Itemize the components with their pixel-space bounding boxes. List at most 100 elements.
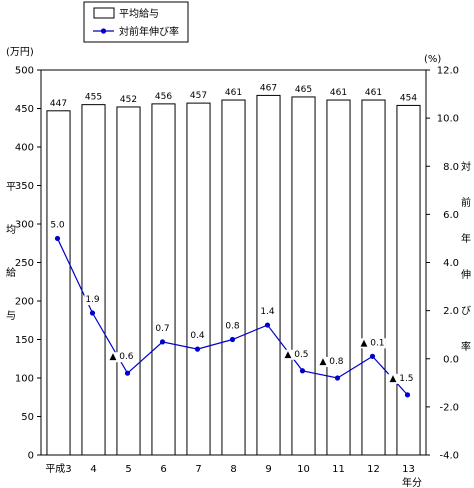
line-value-label: 1.4 [260,307,275,317]
x-axis-tick-label: 6 [160,464,166,475]
x-axis-tick-label: 10 [297,464,310,475]
right-axis-tick-label: 10.0 [437,114,459,125]
line-point [54,235,61,242]
left-axis-title: 平均給与 [6,182,16,322]
bar-value-label: 454 [400,93,417,103]
bar-value-labels: 447 455 452 456 457 461 467 465 461 461 454 [50,83,417,108]
bar-value-label: 456 [155,92,172,102]
bar-value-label: 447 [50,99,67,109]
left-axis-tick-label: 200 [15,297,34,308]
x-axis-tick-label: 12 [367,464,380,475]
right-axis-title-char: 率 [461,340,471,353]
bar-value-label: 461 [225,88,242,98]
right-axis-title-char: 対 [461,160,471,173]
line-point [404,392,411,398]
right-axis-tick-label: 0.0 [443,354,459,365]
line-value-label-bg [359,338,386,349]
legend-line-label: 対前年伸び率 [119,25,179,38]
right-axis-tick-label: 12.0 [437,66,459,77]
bar-value-label: 455 [85,93,102,103]
line-point [89,310,96,316]
left-axis-title-char: 給 [6,266,16,279]
line-value-label-bg [84,295,101,306]
bar-value-label: 452 [120,95,137,105]
x-axis-tick-label: 4 [90,464,96,475]
line-value-label-bg [108,352,135,363]
line-point [229,336,236,343]
right-axis-tick-label: -4.0 [439,451,459,462]
line-value-label-bg [189,331,206,342]
left-axis-tick-label: 300 [15,220,34,231]
right-axis-ticks: -4.0 -2.0 0.0 2.0 4.0 6.0 8.0 10.0 12.0 [426,66,459,462]
bar [221,99,246,456]
line-value-label: ▲ 0.5 [284,350,308,360]
line-value-label: 1.9 [85,295,100,305]
bar-value-label: 467 [260,83,277,93]
left-axis-tick-label: 250 [15,258,34,269]
line-value-label: 0.8 [225,322,240,332]
bar [46,110,71,456]
line-value-label-bg [388,373,415,384]
line-value-label-bg [49,220,66,231]
line-value-label: ▲ 1.5 [389,374,413,384]
bar-value-label: 465 [295,85,312,95]
left-axis-title-char: 均 [6,224,16,236]
bar [256,94,281,456]
right-axis-tick-label: 8.0 [443,162,459,173]
line-value-label-bg [259,307,276,318]
line-value-label: ▲ 0.1 [360,338,384,348]
bar [151,103,176,456]
x-axis-tick-label: 平成3 [45,463,71,475]
line-value-label: 5.0 [50,220,65,230]
line-value-label-bg [154,323,171,334]
right-axis-tick-label: 2.0 [443,306,459,317]
x-axis-tick-label: 8 [230,464,236,475]
x-axis-tick-label: 7 [195,464,201,475]
right-axis-title-char: 年 [461,232,471,245]
x-axis-tick-label: 11 [332,464,345,475]
plot-frame [40,69,427,456]
line-point [124,370,131,376]
line-point [264,322,271,328]
line-value-label: 0.7 [155,324,169,334]
left-axis-ticks: 0 50 100 150 200 250 300 350 400 450 500 [15,66,41,462]
x-axis-tick-label: 13 [402,464,415,475]
right-axis-title-char: 前 [461,196,471,209]
right-axis-title-char: 伸 [461,269,471,281]
left-axis-tick-label: 500 [15,66,34,77]
right-axis-tick-label: 6.0 [443,210,459,221]
legend-bar-label: 平均給与 [119,7,159,20]
bar [81,104,106,456]
line-value-label-bg [283,349,310,360]
left-axis-tick-label: 100 [15,374,34,385]
right-axis-title: 対前年伸び率 [461,160,471,353]
left-axis-tick-label: 150 [15,335,34,346]
right-axis-tick-label: 4.0 [443,258,459,269]
x-axis-tick-label: 5 [125,464,131,475]
x-axis-unit: 年分 [402,476,422,488]
line-point [369,353,376,359]
left-axis-tick-label: 350 [15,181,34,192]
left-axis-title-char: 与 [6,310,16,322]
bar [116,106,141,456]
x-axis-tick-label: 9 [265,464,271,475]
right-axis-tick-label: -2.0 [439,402,459,413]
left-axis-tick-label: 450 [15,104,34,115]
right-axis-title-char: び [461,305,471,317]
left-axis-tick-label: 400 [15,143,34,154]
bar-series [46,94,421,456]
bar-value-label: 457 [190,91,207,101]
line-point [334,375,341,381]
bar-value-label: 461 [365,88,382,98]
x-axis-ticks: 平成3 4 5 6 7 8 9 10 11 12 13 [45,463,415,475]
line-value-label: 0.4 [190,331,205,341]
right-axis-unit: (%) [424,54,441,65]
line-point [194,346,201,352]
line-point [299,368,306,374]
line-value-label-bg [224,321,241,332]
left-axis-tick-label: 50 [21,412,34,423]
bar [291,96,316,456]
line-value-labels: 5.0 1.9 ▲ 0.6 0.7 0.4 0.8 1.4 ▲ 0.5 ▲ 0.8 ▲ 0.1 ▲ … [49,220,415,384]
